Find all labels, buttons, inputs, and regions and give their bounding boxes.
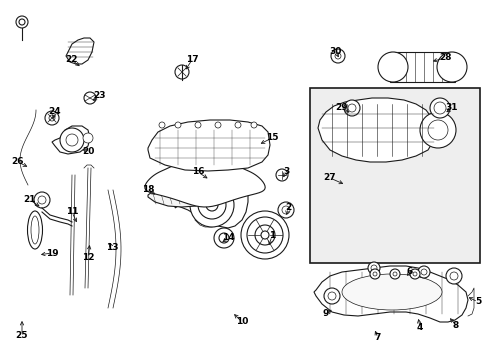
Circle shape (49, 115, 55, 121)
Circle shape (419, 112, 455, 148)
Circle shape (369, 269, 379, 279)
Circle shape (327, 292, 335, 300)
Ellipse shape (31, 216, 39, 244)
Circle shape (16, 16, 28, 28)
Circle shape (175, 65, 189, 79)
Polygon shape (144, 157, 264, 207)
Circle shape (389, 269, 399, 279)
Circle shape (334, 53, 340, 59)
Circle shape (343, 100, 359, 116)
Text: 14: 14 (221, 234, 234, 243)
Circle shape (214, 228, 234, 248)
Circle shape (198, 191, 225, 219)
Circle shape (429, 98, 449, 118)
Circle shape (195, 178, 204, 188)
Text: 15: 15 (265, 134, 278, 143)
Circle shape (282, 206, 289, 214)
Polygon shape (317, 98, 435, 162)
Circle shape (445, 268, 461, 284)
Circle shape (324, 288, 339, 304)
Text: 16: 16 (191, 167, 204, 176)
Circle shape (392, 272, 396, 276)
Polygon shape (313, 266, 467, 322)
Ellipse shape (341, 274, 441, 310)
Polygon shape (148, 186, 207, 207)
Text: 10: 10 (235, 318, 248, 327)
Circle shape (377, 52, 407, 82)
Circle shape (60, 128, 84, 152)
Text: 7: 7 (374, 333, 381, 342)
Text: 6: 6 (406, 267, 412, 276)
Circle shape (412, 272, 416, 276)
Circle shape (433, 102, 445, 114)
Text: 12: 12 (81, 253, 94, 262)
Circle shape (367, 262, 379, 274)
Circle shape (449, 272, 457, 280)
Text: 19: 19 (45, 248, 58, 257)
Text: 18: 18 (142, 185, 154, 194)
Circle shape (370, 265, 376, 271)
Circle shape (190, 183, 234, 227)
Text: 8: 8 (452, 320, 458, 329)
Circle shape (34, 192, 50, 208)
Circle shape (83, 133, 93, 143)
Circle shape (417, 266, 429, 278)
Text: 27: 27 (323, 174, 336, 183)
Text: 3: 3 (282, 167, 288, 176)
Circle shape (427, 120, 447, 140)
Circle shape (254, 225, 274, 245)
Polygon shape (148, 120, 269, 171)
Circle shape (19, 19, 25, 25)
Text: 30: 30 (329, 48, 342, 57)
Circle shape (235, 122, 241, 128)
Text: 22: 22 (65, 55, 78, 64)
Circle shape (195, 122, 201, 128)
Text: 23: 23 (94, 91, 106, 100)
Circle shape (175, 122, 181, 128)
Text: 20: 20 (81, 148, 94, 157)
Circle shape (436, 52, 466, 82)
Circle shape (330, 49, 345, 63)
Circle shape (84, 92, 96, 104)
Circle shape (409, 269, 419, 279)
Circle shape (278, 202, 293, 218)
Circle shape (215, 122, 221, 128)
Text: 17: 17 (185, 55, 198, 64)
Bar (309, 88, 479, 263)
Text: 24: 24 (49, 108, 61, 117)
Bar (389, 52, 454, 82)
Text: 31: 31 (445, 104, 457, 112)
Text: 9: 9 (322, 310, 328, 319)
Polygon shape (52, 126, 90, 154)
Text: 26: 26 (12, 157, 24, 166)
Text: 5: 5 (474, 297, 480, 306)
Circle shape (159, 122, 164, 128)
Text: 1: 1 (268, 231, 275, 240)
Circle shape (246, 217, 283, 253)
Circle shape (38, 196, 46, 204)
Text: 25: 25 (16, 330, 28, 339)
Circle shape (347, 104, 355, 112)
Circle shape (45, 111, 59, 125)
Circle shape (275, 169, 287, 181)
Circle shape (241, 211, 288, 259)
Circle shape (420, 269, 426, 275)
Text: 13: 13 (105, 243, 118, 252)
Circle shape (372, 272, 376, 276)
Ellipse shape (27, 211, 42, 249)
Text: 4: 4 (416, 324, 422, 333)
Circle shape (66, 134, 78, 146)
Polygon shape (66, 38, 94, 64)
Text: 11: 11 (65, 207, 78, 216)
Circle shape (205, 199, 218, 211)
Text: 2: 2 (285, 203, 290, 212)
Text: 28: 28 (438, 54, 450, 63)
Polygon shape (175, 170, 247, 228)
Circle shape (250, 122, 257, 128)
Text: 29: 29 (335, 104, 347, 112)
Circle shape (261, 231, 268, 239)
Text: 21: 21 (24, 195, 36, 204)
Circle shape (219, 233, 228, 243)
Circle shape (190, 173, 209, 193)
